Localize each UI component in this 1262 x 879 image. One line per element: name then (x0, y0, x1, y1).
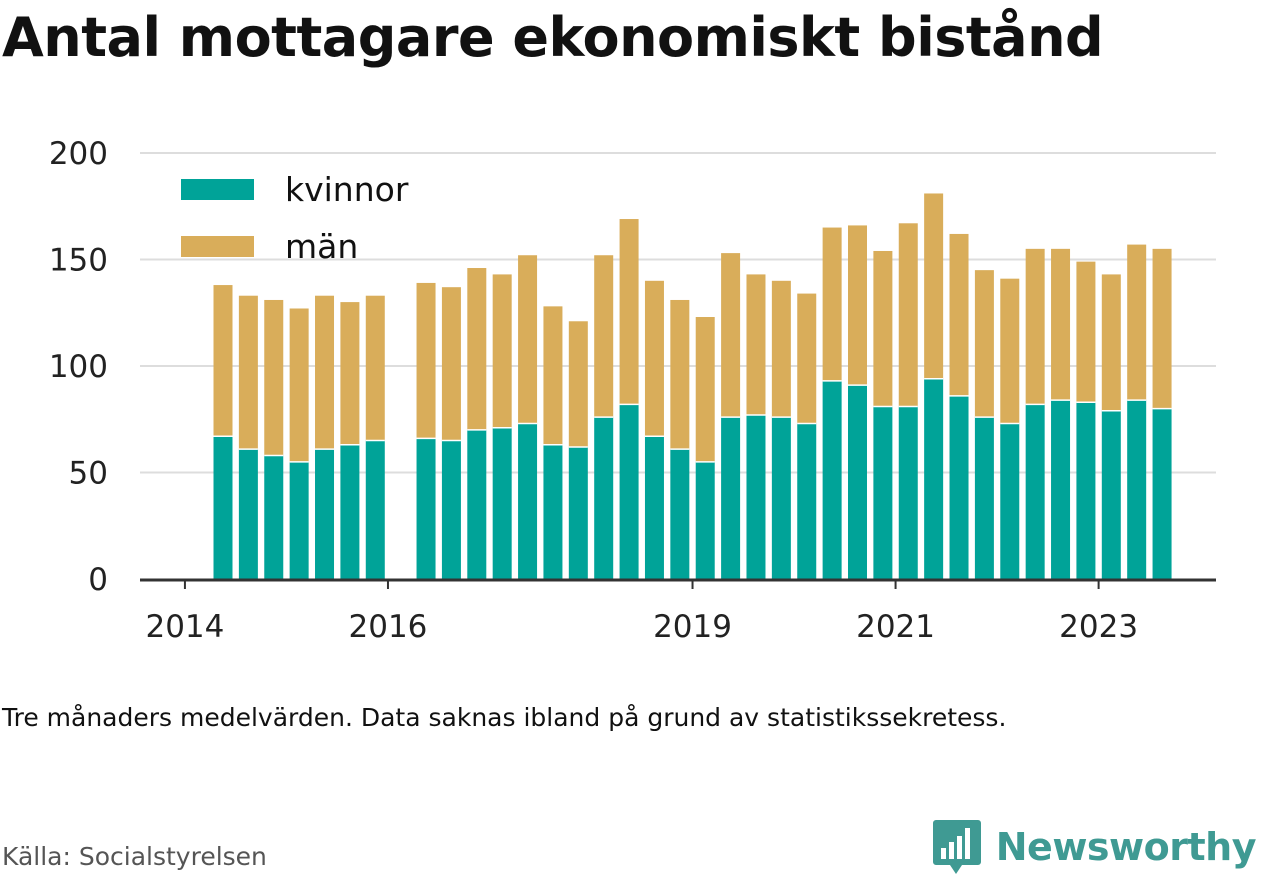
source-text: Källa: Socialstyrelsen (2, 842, 267, 871)
bar-man (797, 293, 817, 424)
bar-kvinnor (492, 427, 512, 579)
bar-kvinnor (416, 438, 436, 579)
bar-kvinnor (670, 449, 690, 579)
bar-kvinnor (949, 395, 969, 579)
bar-man (771, 280, 791, 418)
y-tick-label: 50 (69, 456, 108, 492)
bar-kvinnor (695, 461, 715, 579)
bar-kvinnor (238, 449, 258, 579)
x-tick-label: 2019 (653, 609, 732, 645)
bar-kvinnor (568, 446, 588, 579)
bar-man (1000, 278, 1020, 424)
chart-note: Tre månaders medelvärden. Data saknas ib… (2, 703, 1007, 732)
chart-title: Antal mottagare ekonomiskt bistånd (2, 6, 1104, 69)
bar-man (873, 250, 893, 407)
y-tick-label: 100 (49, 349, 108, 385)
bar-man (822, 227, 842, 381)
stacked-bar-chart: 0 50 100 150 200 2014 2016 2019 2021 2023 kvinno… (49, 136, 1216, 645)
bar-man (1127, 244, 1147, 401)
bar-kvinnor (1127, 400, 1147, 579)
bar-kvinnor (898, 406, 918, 579)
bar-man (492, 274, 512, 428)
bar-man (898, 223, 918, 407)
legend-label: kvinnor (285, 170, 409, 209)
bar-kvinnor (771, 417, 791, 579)
bar-kvinnor (974, 417, 994, 579)
bar-kvinnor (213, 436, 233, 579)
bar-man (441, 287, 461, 441)
x-axis: 2014 2016 2019 2021 2023 (140, 578, 1216, 645)
bar-kvinnor (441, 440, 461, 579)
bar-man (568, 321, 588, 447)
bar-man (924, 193, 944, 379)
brand-name: Newsworthy (995, 825, 1257, 869)
bar-kvinnor (1101, 410, 1121, 579)
bar-kvinnor (315, 449, 335, 579)
bar-kvinnor (594, 417, 614, 579)
bar-kvinnor (543, 444, 563, 579)
bar-man (264, 299, 284, 456)
bar-man (416, 282, 436, 439)
bar-man (619, 219, 639, 405)
bars (213, 193, 1172, 579)
bar-man (721, 253, 741, 418)
bar-kvinnor (848, 385, 867, 579)
bar-man (848, 225, 867, 386)
bar-man (365, 295, 385, 441)
legend-label: män (285, 227, 358, 266)
bar-man (1152, 248, 1172, 409)
newsworthy-logo-icon (932, 820, 981, 874)
bar-man (238, 295, 258, 450)
bar-man (315, 295, 335, 450)
bar-kvinnor (619, 404, 639, 579)
bar-man (670, 299, 690, 450)
bar-kvinnor (365, 440, 385, 579)
bar-man (974, 270, 994, 418)
bar-kvinnor (518, 423, 538, 579)
bar-man (949, 233, 969, 396)
bar-kvinnor (264, 455, 284, 579)
bar-kvinnor (746, 414, 766, 579)
bar-kvinnor (1076, 402, 1096, 579)
bar-man (644, 280, 664, 437)
bar-man (518, 255, 538, 424)
bar-kvinnor (924, 378, 944, 579)
bar-kvinnor (1051, 400, 1071, 579)
bar-kvinnor (797, 423, 817, 579)
x-tick-label: 2014 (145, 609, 224, 645)
y-tick-label: 0 (88, 562, 108, 598)
bar-kvinnor (1152, 408, 1172, 579)
legend-swatch (181, 179, 254, 200)
bar-kvinnor (1025, 404, 1045, 579)
bar-man (1025, 248, 1045, 405)
bar-kvinnor (644, 436, 664, 579)
x-tick-label: 2023 (1059, 609, 1138, 645)
bar-kvinnor (340, 444, 360, 579)
legend: kvinnor män (181, 170, 409, 266)
bar-man (746, 274, 766, 415)
bar-man (340, 302, 360, 445)
bar-kvinnor (467, 429, 487, 579)
bar-man (695, 317, 715, 462)
brand-logo[interactable]: Newsworthy (932, 818, 1257, 876)
bar-man (289, 308, 309, 462)
legend-swatch (181, 236, 254, 257)
x-tick-label: 2021 (856, 609, 935, 645)
bar-man (1076, 261, 1096, 403)
bar-man (1101, 274, 1121, 411)
bar-man (467, 268, 487, 430)
bar-kvinnor (873, 406, 893, 579)
y-tick-label: 150 (49, 243, 108, 279)
bar-kvinnor (289, 461, 309, 579)
bar-man (213, 285, 233, 437)
bar-man (594, 255, 614, 418)
x-tick-label: 2016 (349, 609, 428, 645)
bar-man (1051, 248, 1071, 401)
y-tick-label: 200 (49, 136, 108, 172)
bar-man (543, 306, 563, 445)
bar-kvinnor (1000, 423, 1020, 579)
bar-kvinnor (822, 380, 842, 579)
y-axis-labels: 0 50 100 150 200 (49, 136, 108, 598)
bar-kvinnor (721, 417, 741, 579)
